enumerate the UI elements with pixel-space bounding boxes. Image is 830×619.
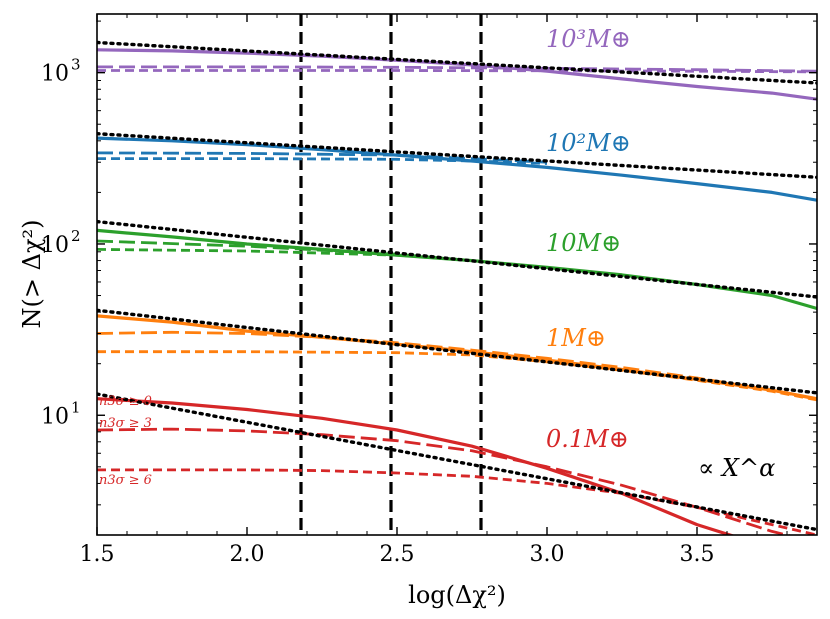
series-line-dashed [97,330,817,401]
power-law-line [97,308,817,395]
x-axis-title: log(Δχ²) [408,581,506,609]
x-tick-label: 3.5 [680,542,715,567]
curve-label: 10³M⊕ [546,25,631,53]
y-tick-label: 10 [41,62,69,87]
power-law-line [97,219,817,299]
y-tick-label: 10 [41,404,69,429]
n3sigma-label: n3σ ≥ 3 [99,416,152,431]
curve-label: 0.1M⊕ [546,425,629,453]
power-law-line [97,40,817,85]
x-tick-label: 2.5 [380,542,415,567]
y-axis-title: N(> Δχ²) [18,220,46,329]
y-tick-exponent: 3 [71,56,81,74]
y-tick-exponent: 1 [71,398,81,416]
x-tick-label: 1.5 [80,542,115,567]
n3sigma-label: n3σ ≥ 0 [99,394,152,409]
series-line-solid [97,48,817,101]
series-line-solid [97,136,817,202]
curve-label: 10M⊕ [546,229,621,257]
power-law-line [97,392,817,532]
series-line-dashed [97,65,817,73]
series-line-dotted [97,69,817,74]
series-line-solid [97,397,736,535]
series-line-solid [97,228,817,311]
series-layer [97,40,817,535]
curve-label: 10²M⊕ [546,129,631,157]
y-tick-label: 10 [41,233,69,258]
vertical-lines-layer [299,14,483,535]
series-line-dotted [97,350,817,402]
y-tick-exponent: 2 [71,227,81,245]
x-tick-label: 2.0 [230,542,265,567]
power-law-label: ∝ Χ^α [698,454,775,482]
x-tick-label: 3.0 [530,542,565,567]
series-line-solid [97,314,817,401]
power-law-line [97,132,817,179]
n3sigma-label: n3σ ≥ 6 [99,473,152,488]
label-layer: 10³M⊕ 10²M⊕ 10M⊕ 1M⊕ 0.1M⊕ n3σ ≥ 0 n3σ ≥ 3 n3σ … [99,25,775,488]
curve-label: 1M⊕ [546,324,606,352]
series-line-dashed [97,427,793,535]
